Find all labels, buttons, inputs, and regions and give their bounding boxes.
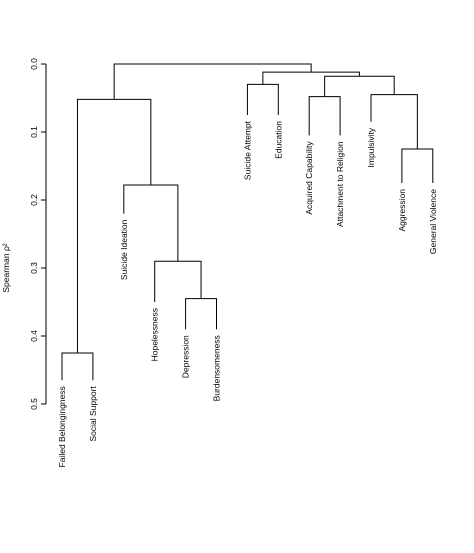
leaf-label: Suicide Ideation [119,219,129,280]
y-tick-label: 0.5 [29,398,39,410]
dendrogram-links [61,63,434,381]
leaf-label: Depression [181,335,191,378]
leaf-label: Hopelessness [150,308,160,361]
merge-link-m8 [370,94,418,149]
y-axis: 0.0 0.1 0.2 0.3 0.4 0.5 [29,58,47,410]
merge-link-m9 [308,96,341,136]
merge-link-m4 [61,352,94,381]
leaf-label: Acquired Capability [304,141,314,215]
leaf-label: Aggression [397,189,407,232]
leaf-label: Education [273,121,283,159]
merge-link-m11 [262,71,360,85]
leaf-label: General Violence [428,189,438,254]
y-tick-label: 0.4 [29,330,39,342]
merge-link-m6 [246,83,279,115]
y-tick-label: 0.1 [29,126,39,138]
merge-link-m10 [324,75,395,97]
merge-link-m2 [154,260,202,302]
leaf-labels: Failed Belongingness Social Support Suicid… [57,120,438,467]
y-axis-title: Spearman ρ² [1,243,11,292]
y-tick-label: 0.2 [29,194,39,206]
leaf-label: Attachment to Religion [335,141,345,227]
merge-link-m3 [123,184,179,262]
leaf-label: Suicide Attempt [242,120,252,180]
leaf-label: Failed Belongingness [57,386,67,467]
merge-link-m7 [401,148,434,183]
y-tick-label: 0.0 [29,58,39,70]
y-tick-label: 0.3 [29,262,39,274]
leaf-label: Burdensomeness [212,335,222,401]
merge-link-m1 [185,298,217,330]
merge-link-m12 [113,63,312,100]
leaf-label: Impulsivity [366,127,376,167]
leaf-label: Social Support [88,386,98,442]
merge-link-m5 [76,98,152,353]
